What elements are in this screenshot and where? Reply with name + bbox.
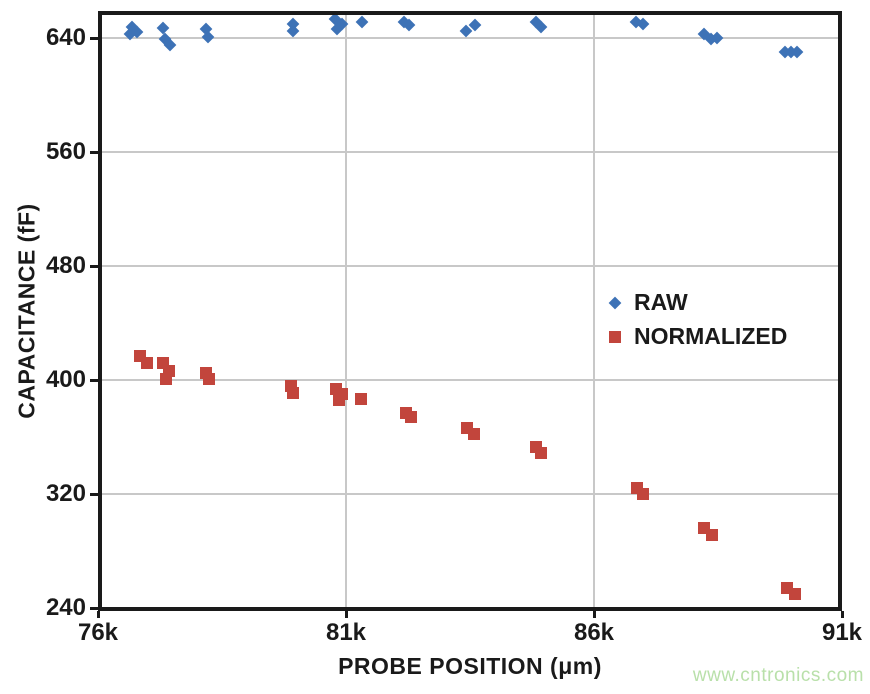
y-tick-label-400: 400 <box>45 366 86 393</box>
raw-data-point <box>355 15 369 29</box>
diamond-icon <box>608 296 622 309</box>
square-icon <box>609 330 621 343</box>
x-tick-label-76k: 76k <box>77 619 119 646</box>
normalized-data-point <box>159 372 172 385</box>
v-gridline-86k <box>593 15 595 607</box>
watermark: www.cntronics.com <box>692 665 864 686</box>
y-tick-mark-320 <box>90 493 98 496</box>
normalized-data-point <box>286 386 299 399</box>
normalized-data-point <box>788 587 801 600</box>
normalized-data-point <box>203 372 216 385</box>
x-tick-label-81k: 81k <box>325 619 367 646</box>
normalized-data-point <box>467 428 480 441</box>
legend-entry-raw: RAW <box>607 289 787 316</box>
legend-label: RAW <box>634 289 688 315</box>
x-tick-mark-81k <box>345 611 348 618</box>
y-tick-mark-560 <box>90 151 98 154</box>
x-tick-mark-76k <box>97 611 100 618</box>
y-tick-label-480: 480 <box>45 252 86 279</box>
legend: RAW NORMALIZED <box>607 289 787 350</box>
x-axis-title: PROBE POSITION (μm) <box>338 653 602 679</box>
h-gridline-480 <box>102 265 838 267</box>
x-tick-label-91k: 91k <box>821 619 863 646</box>
h-gridline-640 <box>102 37 838 39</box>
h-gridline-560 <box>102 151 838 153</box>
y-tick-mark-480 <box>90 265 98 268</box>
y-tick-mark-400 <box>90 379 98 382</box>
y-tick-label-240: 240 <box>45 594 86 621</box>
square-legend-icon <box>607 329 623 345</box>
legend-label: NORMALIZED <box>634 323 788 349</box>
x-tick-label-86k: 86k <box>573 619 615 646</box>
y-tick-label-320: 320 <box>45 480 86 507</box>
normalized-data-point <box>354 392 367 405</box>
raw-data-point <box>403 18 416 32</box>
y-tick-mark-640 <box>90 37 98 40</box>
h-gridline-400 <box>102 379 838 381</box>
legend-entry-normalized: NORMALIZED <box>607 323 787 350</box>
diamond-legend-icon <box>607 295 623 311</box>
v-gridline-81k <box>345 15 347 607</box>
y-tick-mark-240 <box>90 607 98 610</box>
normalized-data-point <box>333 393 346 406</box>
normalized-data-point <box>534 446 547 459</box>
normalized-data-point <box>706 529 719 542</box>
normalized-data-point <box>637 488 650 500</box>
plot-area: RAW NORMALIZED <box>98 11 842 611</box>
x-tick-mark-91k <box>841 611 844 618</box>
h-gridline-320 <box>102 493 838 495</box>
x-tick-mark-86k <box>593 611 596 618</box>
y-tick-label-560: 560 <box>45 138 86 165</box>
normalized-data-point <box>404 411 417 424</box>
raw-data-point <box>156 21 170 35</box>
normalized-data-point <box>141 356 154 369</box>
y-tick-label-640: 640 <box>45 24 86 51</box>
